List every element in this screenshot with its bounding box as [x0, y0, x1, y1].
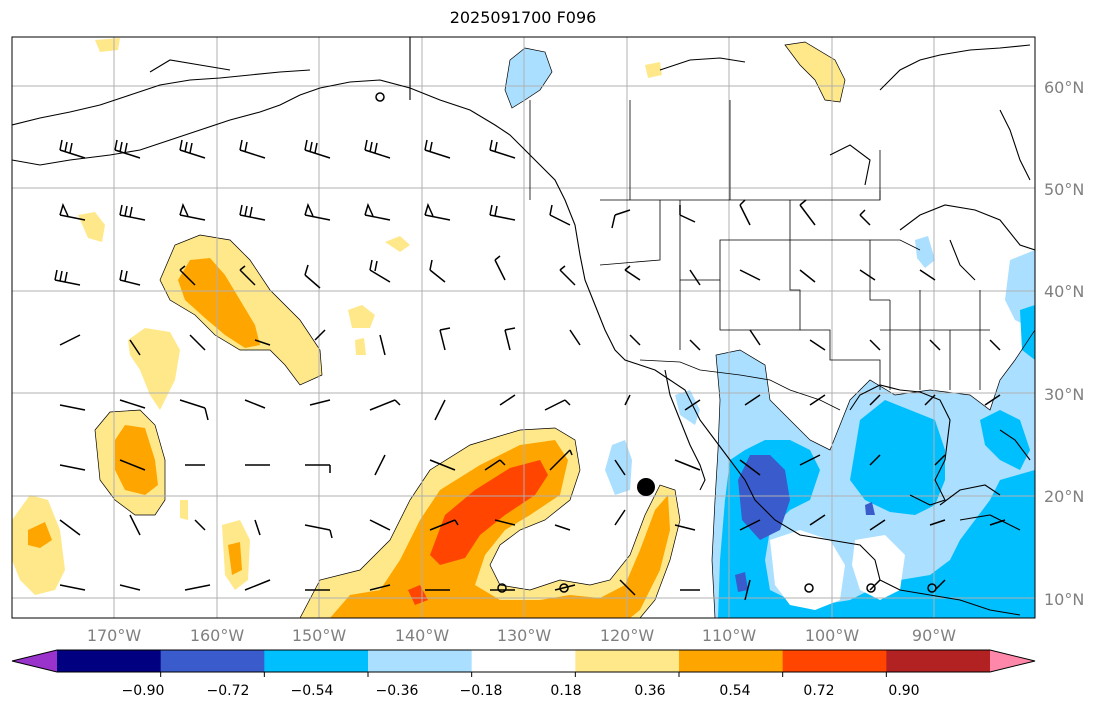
contour-lines — [94, 41, 1035, 618]
colorbar-tick-label: −0.36 — [375, 683, 419, 699]
lat-label-20n: 20°N — [1044, 487, 1085, 506]
colorbar-segment — [57, 650, 162, 672]
colorbar-tick-label: 0.72 — [803, 683, 835, 699]
calm-wind-markers — [375, 92, 937, 593]
negative-anomaly-shading — [505, 48, 1035, 618]
colorbar-outline — [11, 649, 1036, 673]
lat-label-50n: 50°N — [1044, 180, 1085, 199]
colorbar-tick-label: 0.54 — [719, 683, 751, 699]
lon-label-150w: 150°W — [291, 626, 347, 645]
lat-label-40n: 40°N — [1044, 282, 1085, 301]
lon-label-140w: 140°W — [394, 626, 450, 645]
colorbar-segment — [368, 650, 473, 672]
colorbar-segment — [160, 650, 265, 672]
colorbar-ticks — [160, 672, 887, 677]
colorbar-tick-label: 0.36 — [634, 683, 666, 699]
colorbar-segments — [57, 650, 991, 672]
political-borders — [529, 100, 990, 411]
lon-label-110w: 110°W — [701, 626, 757, 645]
colorbar-segment — [264, 650, 369, 672]
lon-label-90w: 90°W — [911, 626, 957, 645]
colorbar-tick-label: −0.72 — [206, 683, 250, 699]
lon-label-170w: 170°W — [86, 626, 142, 645]
lon-label-120w: 120°W — [599, 626, 655, 645]
lat-label-10n: 10°N — [1044, 590, 1085, 609]
colorbar-segment — [679, 650, 784, 672]
lon-label-100w: 100°W — [804, 626, 860, 645]
colorbar-segment — [782, 650, 887, 672]
colorbar-extend-high — [990, 650, 1035, 672]
lon-label-160w: 160°W — [189, 626, 245, 645]
colorbar-tick-label: −0.18 — [459, 683, 503, 699]
wind-barbs — [54, 139, 1006, 601]
lat-label-30n: 30°N — [1044, 385, 1085, 404]
lat-label-60n: 60°N — [1044, 78, 1085, 97]
colorbar-segment — [575, 650, 680, 672]
map-frame — [11, 36, 1036, 619]
colorbar-segment — [886, 650, 991, 672]
lon-label-130w: 130°W — [496, 626, 552, 645]
colorbar-segment — [471, 650, 576, 672]
colorbar-extend-low — [12, 650, 57, 672]
coastlines — [12, 37, 1035, 616]
map-title: 2025091700 F096 — [449, 8, 597, 27]
colorbar-tick-label: −0.90 — [121, 683, 165, 699]
colorbar — [11, 649, 1036, 677]
location-marker — [637, 478, 655, 496]
colorbar-tick-label: −0.54 — [290, 683, 334, 699]
colorbar-tick-label: 0.18 — [550, 683, 582, 699]
colorbar-tick-label: 0.90 — [888, 683, 920, 699]
